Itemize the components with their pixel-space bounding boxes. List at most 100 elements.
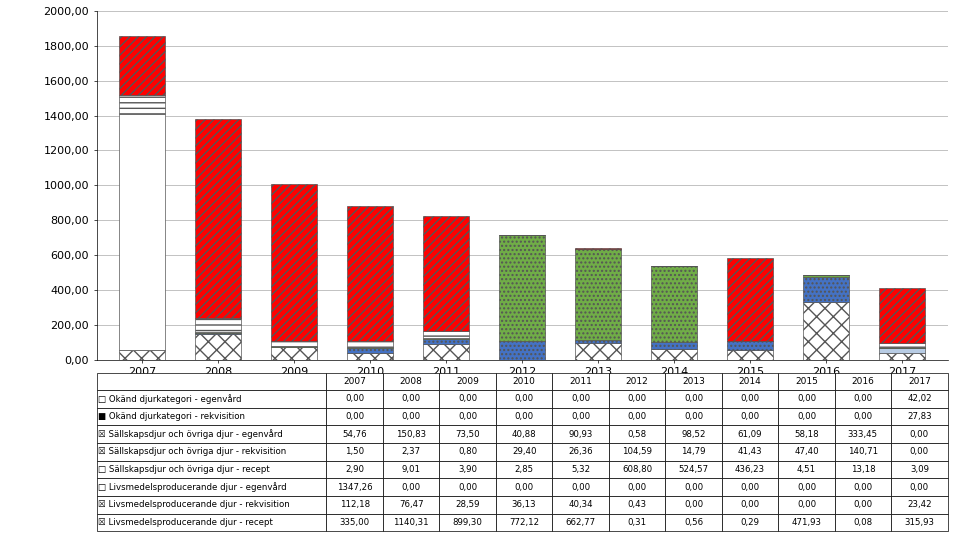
Text: 0,00: 0,00 — [741, 500, 759, 509]
Bar — [665, 513, 721, 531]
Bar — [778, 408, 835, 425]
Text: 0,29: 0,29 — [741, 518, 759, 527]
Text: 0,00: 0,00 — [571, 395, 590, 403]
Bar — [727, 340, 773, 341]
Text: 0,00: 0,00 — [458, 482, 477, 492]
Bar — [552, 390, 609, 408]
Text: 1347,26: 1347,26 — [337, 482, 372, 492]
Bar — [778, 372, 835, 390]
Bar — [778, 513, 835, 531]
Bar — [804, 277, 849, 302]
Text: 0,00: 0,00 — [514, 412, 534, 421]
Text: 2,37: 2,37 — [401, 447, 421, 456]
Bar — [496, 496, 552, 513]
Bar — [424, 216, 469, 331]
Text: 90,93: 90,93 — [569, 430, 593, 438]
Text: 0,08: 0,08 — [854, 518, 872, 527]
Bar — [439, 461, 496, 478]
Text: 899,30: 899,30 — [453, 518, 483, 527]
Bar — [383, 408, 439, 425]
Bar — [721, 496, 778, 513]
Bar — [97, 408, 327, 425]
Text: 0,00: 0,00 — [514, 395, 534, 403]
Text: □ Livsmedelsproducerande djur - egenvård: □ Livsmedelsproducerande djur - egenvård — [99, 482, 287, 492]
Text: 0,00: 0,00 — [571, 412, 590, 421]
Text: 47,40: 47,40 — [794, 447, 819, 456]
Text: 1140,31: 1140,31 — [394, 518, 429, 527]
Text: 2014: 2014 — [739, 377, 761, 386]
Bar — [97, 443, 327, 461]
Text: 3,90: 3,90 — [458, 465, 477, 474]
Text: 0,00: 0,00 — [628, 482, 647, 492]
Bar — [347, 347, 393, 353]
Text: 0,00: 0,00 — [684, 482, 703, 492]
Bar — [272, 346, 317, 347]
Text: 76,47: 76,47 — [398, 500, 424, 509]
Bar — [439, 372, 496, 390]
Bar — [835, 372, 892, 390]
Bar — [272, 341, 317, 346]
Bar — [727, 259, 773, 340]
Bar — [552, 443, 609, 461]
Bar — [439, 478, 496, 496]
Bar — [665, 478, 721, 496]
Bar — [327, 513, 383, 531]
Bar — [327, 390, 383, 408]
Bar — [383, 443, 439, 461]
Text: 2015: 2015 — [795, 377, 818, 386]
Bar — [496, 478, 552, 496]
Text: 26,36: 26,36 — [569, 447, 593, 456]
Text: 3,09: 3,09 — [910, 465, 929, 474]
Bar — [195, 119, 241, 318]
Text: 13,18: 13,18 — [851, 465, 875, 474]
Text: 9,01: 9,01 — [401, 465, 421, 474]
Text: 0,00: 0,00 — [628, 395, 647, 403]
Text: 61,09: 61,09 — [738, 430, 762, 438]
Bar — [272, 184, 317, 341]
Text: ☒ Livsmedelsproducerande djur - recept: ☒ Livsmedelsproducerande djur - recept — [99, 518, 274, 527]
Text: ■ Okänd djurkategori - rekvisition: ■ Okänd djurkategori - rekvisition — [99, 412, 246, 421]
Bar — [496, 425, 552, 443]
Bar — [892, 372, 948, 390]
Text: 73,50: 73,50 — [455, 430, 480, 438]
Bar — [575, 343, 621, 360]
Bar — [120, 350, 165, 360]
Bar — [721, 372, 778, 390]
Bar — [439, 496, 496, 513]
Text: 0,00: 0,00 — [684, 395, 703, 403]
Text: 0,00: 0,00 — [345, 395, 365, 403]
Bar — [499, 341, 545, 360]
Text: □ Okänd djurkategori - egenvård: □ Okänd djurkategori - egenvård — [99, 394, 242, 404]
Text: 5,32: 5,32 — [571, 465, 590, 474]
Bar — [552, 425, 609, 443]
Bar — [120, 114, 165, 350]
Text: 36,13: 36,13 — [512, 500, 537, 509]
Bar — [835, 496, 892, 513]
Text: 0,00: 0,00 — [628, 412, 647, 421]
Text: ☒ Sällskapsdjur och övriga djur - rekvisition: ☒ Sällskapsdjur och övriga djur - rekvis… — [99, 447, 286, 456]
Text: 0,00: 0,00 — [797, 482, 816, 492]
Bar — [835, 513, 892, 531]
Bar — [97, 425, 327, 443]
Text: 0,00: 0,00 — [854, 412, 872, 421]
Text: 0,00: 0,00 — [345, 412, 365, 421]
Bar — [665, 390, 721, 408]
Bar — [552, 408, 609, 425]
Bar — [424, 339, 469, 344]
Text: 40,88: 40,88 — [512, 430, 537, 438]
Text: 150,83: 150,83 — [396, 430, 426, 438]
Text: 2017: 2017 — [908, 377, 931, 386]
Bar — [496, 390, 552, 408]
Bar — [97, 372, 327, 390]
Bar — [609, 496, 665, 513]
Bar — [496, 408, 552, 425]
Text: 0,58: 0,58 — [628, 430, 647, 438]
Text: 4,51: 4,51 — [797, 465, 816, 474]
Bar — [892, 496, 948, 513]
Text: 0,00: 0,00 — [741, 395, 759, 403]
Text: 2011: 2011 — [570, 377, 592, 386]
Text: 112,18: 112,18 — [339, 500, 369, 509]
Text: ☒ Livsmedelsproducerande djur - rekvisition: ☒ Livsmedelsproducerande djur - rekvisit… — [99, 500, 290, 509]
Bar — [347, 341, 393, 347]
Text: 41,43: 41,43 — [738, 447, 762, 456]
